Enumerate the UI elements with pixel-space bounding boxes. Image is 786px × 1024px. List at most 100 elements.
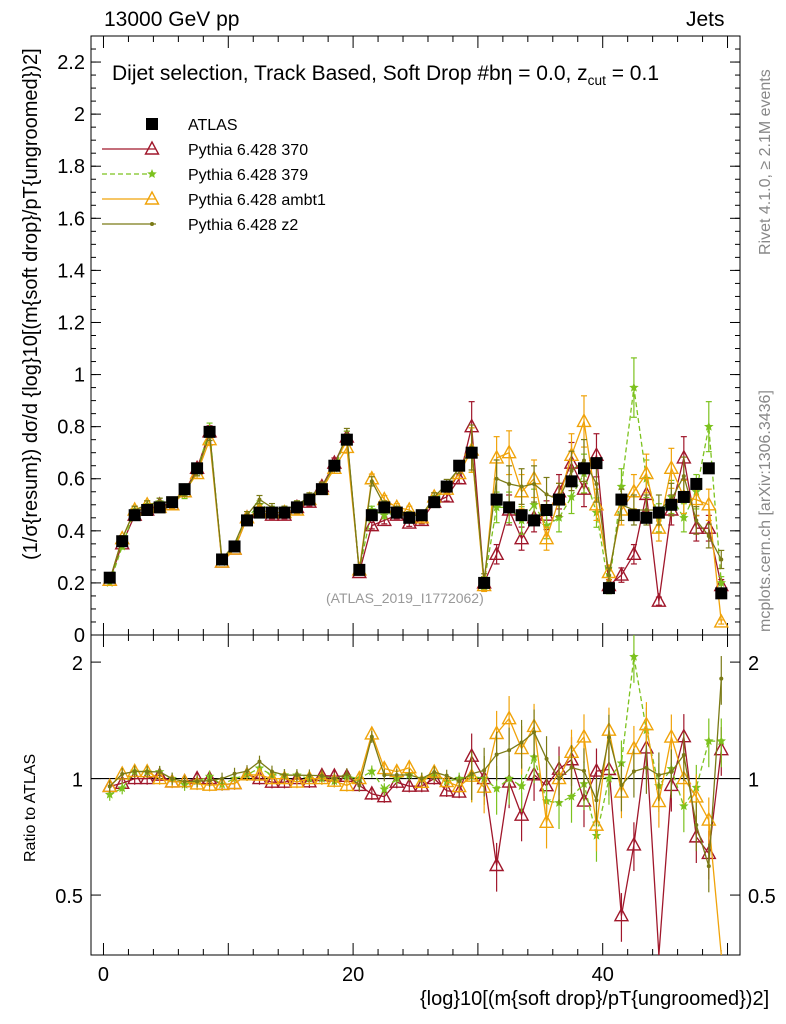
data-point-atlas [203, 425, 216, 438]
ratio-point-p379 [504, 773, 514, 783]
ratio-point-p379 [516, 781, 527, 791]
data-point-p370 [488, 545, 505, 560]
data-point-z2 [606, 573, 611, 578]
series-z2-line [109, 434, 722, 581]
data-point-ambt1 [688, 491, 704, 506]
watermark: (ATLAS_2019_I1772062) [326, 590, 484, 606]
ratio-point-ambt1 [638, 716, 655, 731]
plot-title: Dijet selection, Track Based, Soft Drop … [112, 62, 659, 88]
data-point-p379 [541, 520, 552, 530]
ratio-point-z2 [419, 776, 424, 781]
main-y-tick-label: 0 [74, 625, 85, 647]
ratio-point-z2 [157, 769, 162, 774]
header-left: 13000 GeV pp [104, 8, 240, 31]
data-point-p379 [566, 492, 577, 501]
ratio-point-z2 [669, 769, 674, 774]
ratio-point-ambt1 [251, 766, 268, 781]
ratio-point-p379 [367, 766, 377, 776]
ratio-y-tick-label-right: 0.5 [748, 886, 776, 908]
ratio-point-z2 [469, 771, 474, 776]
ratio-point-z2 [257, 759, 262, 764]
legend-label-ambt1: Pythia 6.428 ambt1 [188, 192, 326, 209]
data-point-ambt1 [339, 439, 355, 454]
x-axis-label: {log}10[(m{soft drop}/pT{ungroomed})2] [420, 988, 770, 1010]
data-point-z2 [644, 507, 649, 512]
ratio-point-ambt1 [214, 776, 230, 791]
data-point-atlas [340, 433, 353, 446]
data-point-p379 [616, 481, 627, 491]
main-y-tick-label: 1.2 [57, 312, 85, 334]
data-point-ambt1 [538, 530, 555, 545]
ratio-point-z2 [457, 779, 462, 784]
data-point-atlas [553, 493, 566, 506]
ratio-point-ambt1 [326, 772, 343, 787]
ratio-point-p370 [376, 788, 392, 803]
data-point-atlas [465, 446, 478, 459]
ratio-point-z2 [557, 776, 562, 781]
rivet-label: Rivet 4.1.0, ≥ 2.1M events [757, 69, 774, 255]
data-point-p379 [491, 502, 502, 512]
ratio-point-z2 [656, 773, 661, 778]
data-point-atlas [278, 506, 291, 519]
y-axis-label-ratio: Ratio to ATLAS [22, 753, 39, 862]
ratio-point-ambt1 [688, 788, 704, 803]
data-point-atlas [577, 462, 590, 475]
ratio-point-z2 [644, 765, 649, 770]
main-y-tick-label: 1 [74, 365, 85, 387]
ratio-point-z2 [606, 735, 611, 740]
ratio-point-p370 [139, 770, 155, 785]
data-point-p379 [554, 512, 564, 522]
ratio-point-p370 [439, 782, 455, 797]
data-point-atlas [490, 493, 503, 506]
data-point-atlas [141, 503, 154, 516]
x-tick-label: 40 [592, 964, 614, 986]
ratio-point-z2 [269, 769, 274, 774]
ratio-point-z2 [519, 740, 524, 745]
data-point-atlas [515, 509, 528, 522]
data-point-atlas [315, 483, 328, 496]
data-point-ambt1 [501, 444, 517, 459]
ratio-y-tick-label-right: 2 [748, 653, 759, 675]
data-point-atlas [153, 501, 166, 514]
ratio-point-z2 [681, 752, 686, 757]
data-point-z2 [369, 479, 374, 484]
main-y-tick-label: 1.6 [57, 208, 85, 230]
main-y-tick-label: 1.8 [57, 156, 85, 178]
data-point-atlas [390, 506, 403, 519]
ratio-y-tick-label-right: 1 [748, 770, 759, 792]
data-point-atlas [602, 582, 615, 595]
data-point-p370 [626, 545, 642, 560]
ratio-point-z2 [195, 779, 200, 784]
ratio-point-p370 [613, 907, 630, 922]
data-point-ambt1 [638, 465, 655, 480]
data-point-atlas [303, 493, 316, 506]
ratio-point-p379 [566, 791, 577, 801]
data-point-z2 [257, 497, 262, 502]
data-point-z2 [519, 484, 524, 489]
ratio-point-z2 [107, 784, 112, 789]
ratio-point-z2 [694, 823, 699, 828]
ratio-point-p379 [105, 789, 115, 799]
ratio-point-z2 [544, 756, 549, 761]
ratio-point-ambt1 [651, 793, 667, 808]
data-point-ambt1 [663, 459, 680, 475]
ratio-point-ambt1 [201, 776, 218, 791]
ratio-point-p379 [117, 783, 127, 793]
data-point-p370 [613, 566, 630, 581]
data-point-atlas [652, 506, 665, 519]
ratio-point-p370 [127, 770, 143, 785]
data-point-ambt1 [701, 496, 717, 511]
ratio-point-ambt1 [239, 766, 255, 781]
data-point-atlas [228, 540, 241, 553]
mcplots-label: mcplots.cern.ch [arXiv:1306.3436] [757, 390, 774, 632]
ratio-point-z2 [569, 765, 574, 770]
ratio-point-p370 [251, 770, 268, 785]
main-y-tick-label: 0.2 [57, 573, 85, 595]
data-point-z2 [569, 468, 574, 473]
ratio-point-ambt1 [676, 770, 692, 785]
data-point-atlas [265, 506, 278, 519]
ratio-point-ambt1 [501, 710, 517, 725]
ratio-point-z2 [120, 771, 125, 776]
ratio-point-ambt1 [289, 773, 305, 788]
data-point-atlas [627, 509, 640, 522]
